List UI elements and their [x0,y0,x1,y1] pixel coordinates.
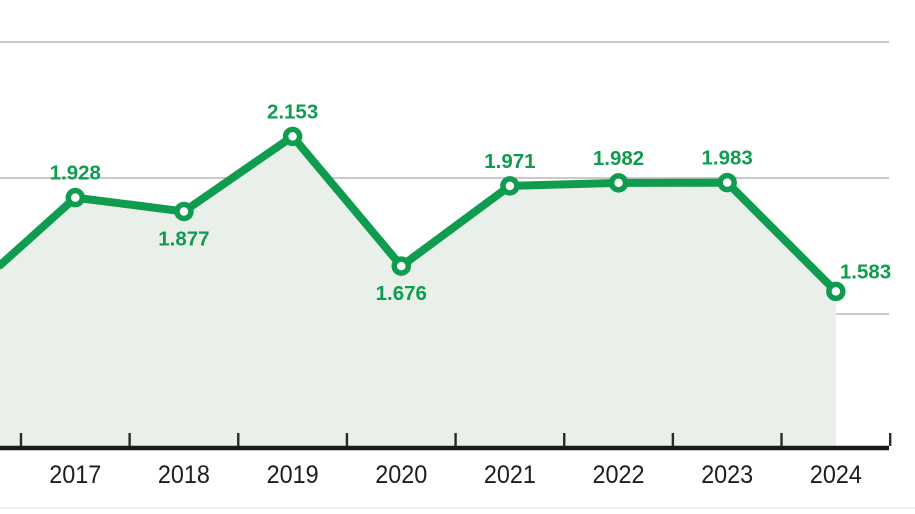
x-axis-year-label: 2018 [158,461,210,489]
area-fill-shape [0,136,836,446]
x-axis-labels: 2017 2018 2019 2020 2021 2022 2023 2024 [49,461,862,489]
data-point-value-label: 1.928 [50,162,101,185]
data-point-value-label: 1.971 [484,150,535,173]
x-axis-year-label: 2020 [375,461,427,489]
data-point-value-label: 1.877 [158,228,209,251]
data-point-marker [500,176,520,196]
data-point-marker [826,281,846,302]
area-fill [0,136,836,446]
data-point-value-label: 1.583 [840,260,891,283]
data-point-marker [608,173,629,193]
data-point-marker [65,187,86,208]
x-axis-year-label: 2024 [810,461,862,489]
data-point-labels: 1.928 1.877 2.153 1.676 1.971 1.982 1.983 1.583 [50,100,892,305]
data-point-marker [282,126,303,147]
x-axis-year-label: 2017 [49,461,101,489]
x-axis-year-label: 2021 [484,461,536,489]
data-point-marker [391,256,411,276]
x-axis-ticks [19,433,892,446]
x-axis-year-label: 2023 [701,461,753,489]
data-point-value-label: 1.982 [593,147,644,170]
data-point-marker [174,201,194,222]
data-point-marker [717,172,737,193]
data-point-markers [65,126,846,302]
x-axis-year-label: 2022 [593,461,645,489]
x-axis-year-label: 2019 [267,461,319,489]
data-point-value-label: 2.153 [267,100,318,123]
data-point-value-label: 1.983 [702,147,753,170]
data-point-value-label: 1.676 [376,282,427,305]
